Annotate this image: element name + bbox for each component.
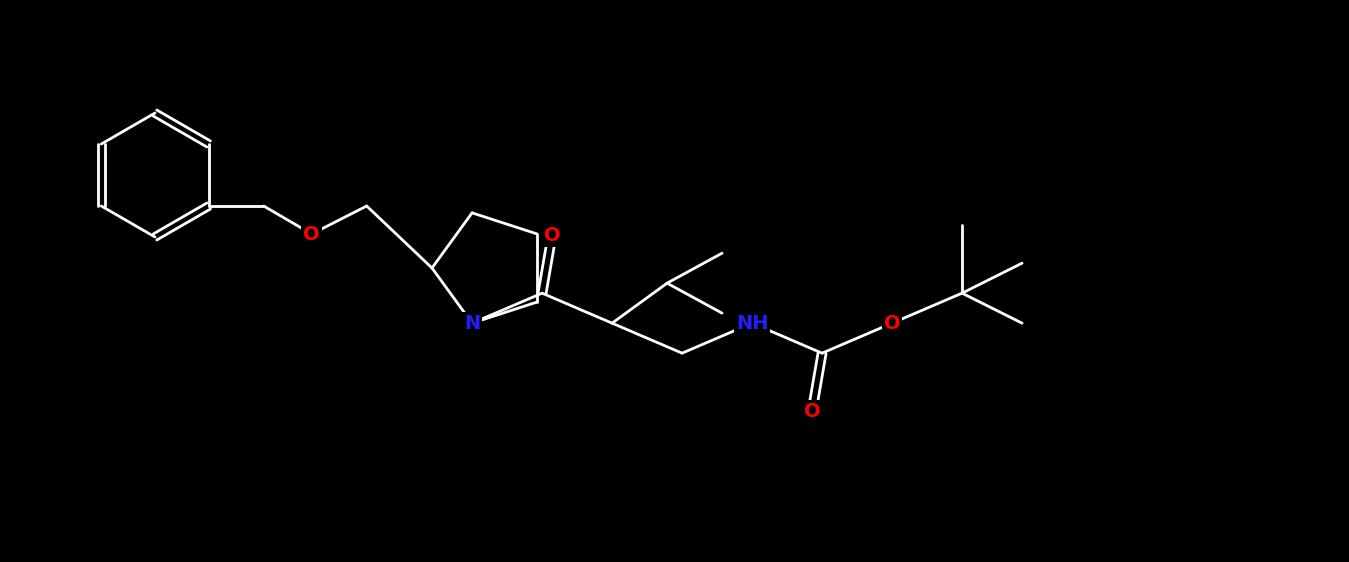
Text: O: O <box>304 224 320 243</box>
Text: N: N <box>464 314 480 333</box>
Text: O: O <box>544 226 560 244</box>
Text: O: O <box>884 314 900 333</box>
Text: O: O <box>804 402 820 421</box>
Text: NH: NH <box>735 314 769 333</box>
